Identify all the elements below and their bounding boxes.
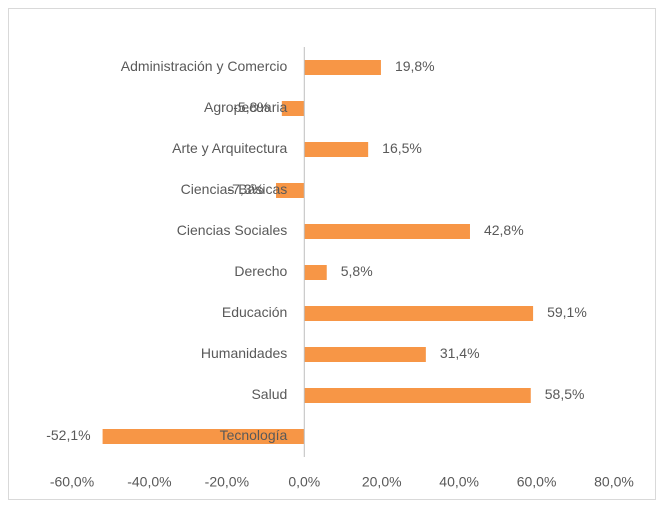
bar <box>102 429 305 444</box>
value-label: -5,8% <box>233 99 270 115</box>
category-label: Ciencias Sociales <box>177 222 288 238</box>
value-label: -7,3% <box>227 181 264 197</box>
value-label: 19,8% <box>395 58 435 74</box>
bar <box>281 101 305 116</box>
x-tick-label: 20,0% <box>362 474 402 490</box>
category-label: Administración y Comercio <box>121 58 288 74</box>
x-tick-label: -40,0% <box>127 474 171 490</box>
value-label: 58,5% <box>545 386 585 402</box>
category-label: Derecho <box>234 263 287 279</box>
value-label: 31,4% <box>440 345 480 361</box>
bar <box>304 60 381 75</box>
x-tick-label: 80,0% <box>594 474 634 490</box>
category-label: Ciencias Básicas <box>181 181 288 197</box>
category-label: Arte y Arquitectura <box>172 140 287 156</box>
category-label: Salud <box>251 386 287 402</box>
x-tick-label: 60,0% <box>517 474 557 490</box>
category-label: Humanidades <box>201 345 287 361</box>
value-label: 42,8% <box>484 222 524 238</box>
bar <box>304 265 327 280</box>
x-tick-label: -60,0% <box>50 474 94 490</box>
bar <box>304 347 426 362</box>
x-tick-label: -20,0% <box>205 474 249 490</box>
value-label: 16,5% <box>382 140 422 156</box>
bar <box>304 388 531 403</box>
x-tick-label: 40,0% <box>439 474 479 490</box>
bar <box>304 224 470 239</box>
value-label: 59,1% <box>547 304 587 320</box>
category-label: Tecnología <box>220 427 288 443</box>
category-label: Agropecuaria <box>204 99 287 115</box>
chart-frame <box>8 8 656 500</box>
x-tick-label: 0,0% <box>288 474 320 490</box>
bar <box>276 183 305 198</box>
value-label: 5,8% <box>341 263 373 279</box>
bar <box>304 306 534 321</box>
category-label: Educación <box>222 304 287 320</box>
bar <box>304 142 369 157</box>
value-label: -52,1% <box>46 427 90 443</box>
